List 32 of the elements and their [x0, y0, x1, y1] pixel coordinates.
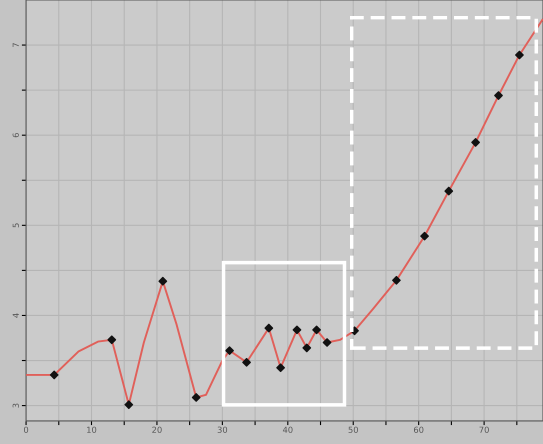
point: [292, 326, 302, 334]
x-tick-label: 70: [479, 426, 489, 433]
point: [392, 276, 401, 285]
point: [444, 186, 454, 196]
x-tick-label: 60: [414, 426, 424, 433]
point: [50, 370, 59, 380]
x-tick-label: 40: [282, 426, 293, 433]
point: [276, 363, 285, 372]
point: [515, 50, 524, 60]
point: [242, 358, 251, 367]
point: [420, 232, 429, 241]
point: [192, 393, 201, 402]
point: [322, 338, 332, 347]
point: [107, 335, 116, 344]
point: [312, 326, 321, 334]
y-tick-label: 7: [12, 43, 19, 48]
point: [494, 91, 503, 100]
point: [158, 276, 168, 286]
x-tick-label: 20: [152, 426, 162, 433]
x-tick-label: 50: [348, 426, 358, 433]
y-tick-label: 5: [12, 223, 19, 228]
x-tick-label: 30: [218, 426, 228, 433]
point: [124, 400, 134, 410]
point: [225, 346, 234, 355]
y-tick-label: 4: [12, 313, 19, 318]
point: [264, 324, 274, 332]
y-tick-label: 3: [12, 404, 19, 408]
x-tick-label: 0: [24, 426, 28, 433]
y-tick-label: 6: [12, 133, 19, 138]
point: [471, 138, 480, 147]
point: [302, 344, 312, 352]
x-tick-label: 10: [87, 426, 96, 433]
